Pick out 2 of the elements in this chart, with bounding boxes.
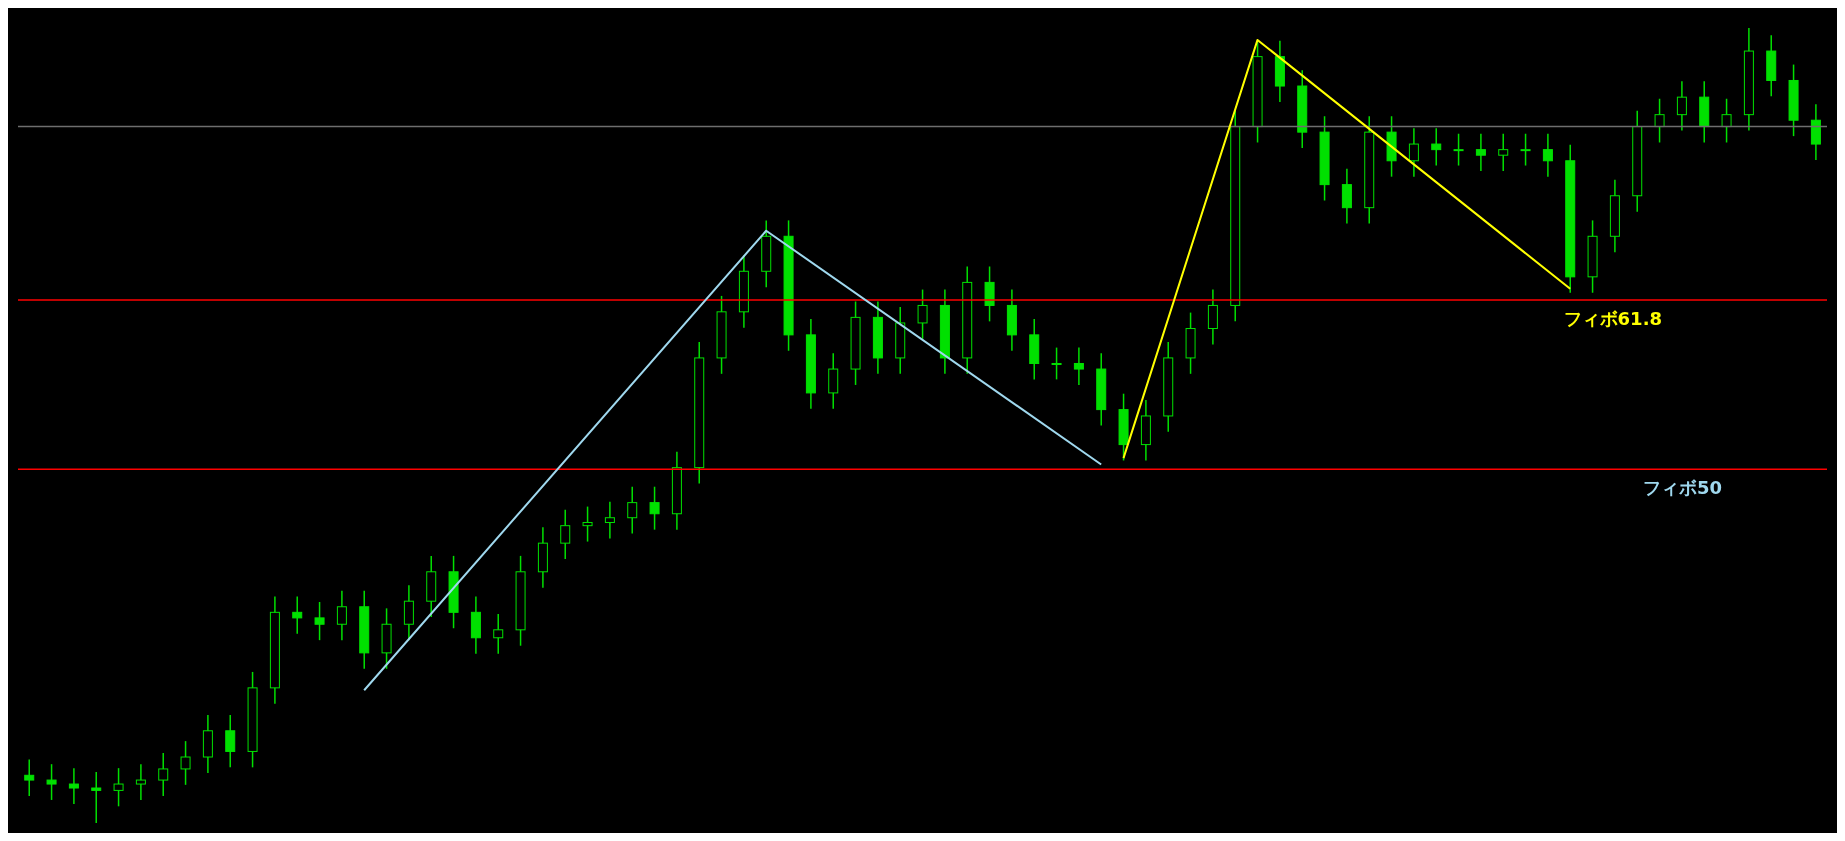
ref-line-label: フィボ50 [1642, 477, 1722, 499]
ref-line-label: フィボ61.8 [1563, 307, 1662, 329]
